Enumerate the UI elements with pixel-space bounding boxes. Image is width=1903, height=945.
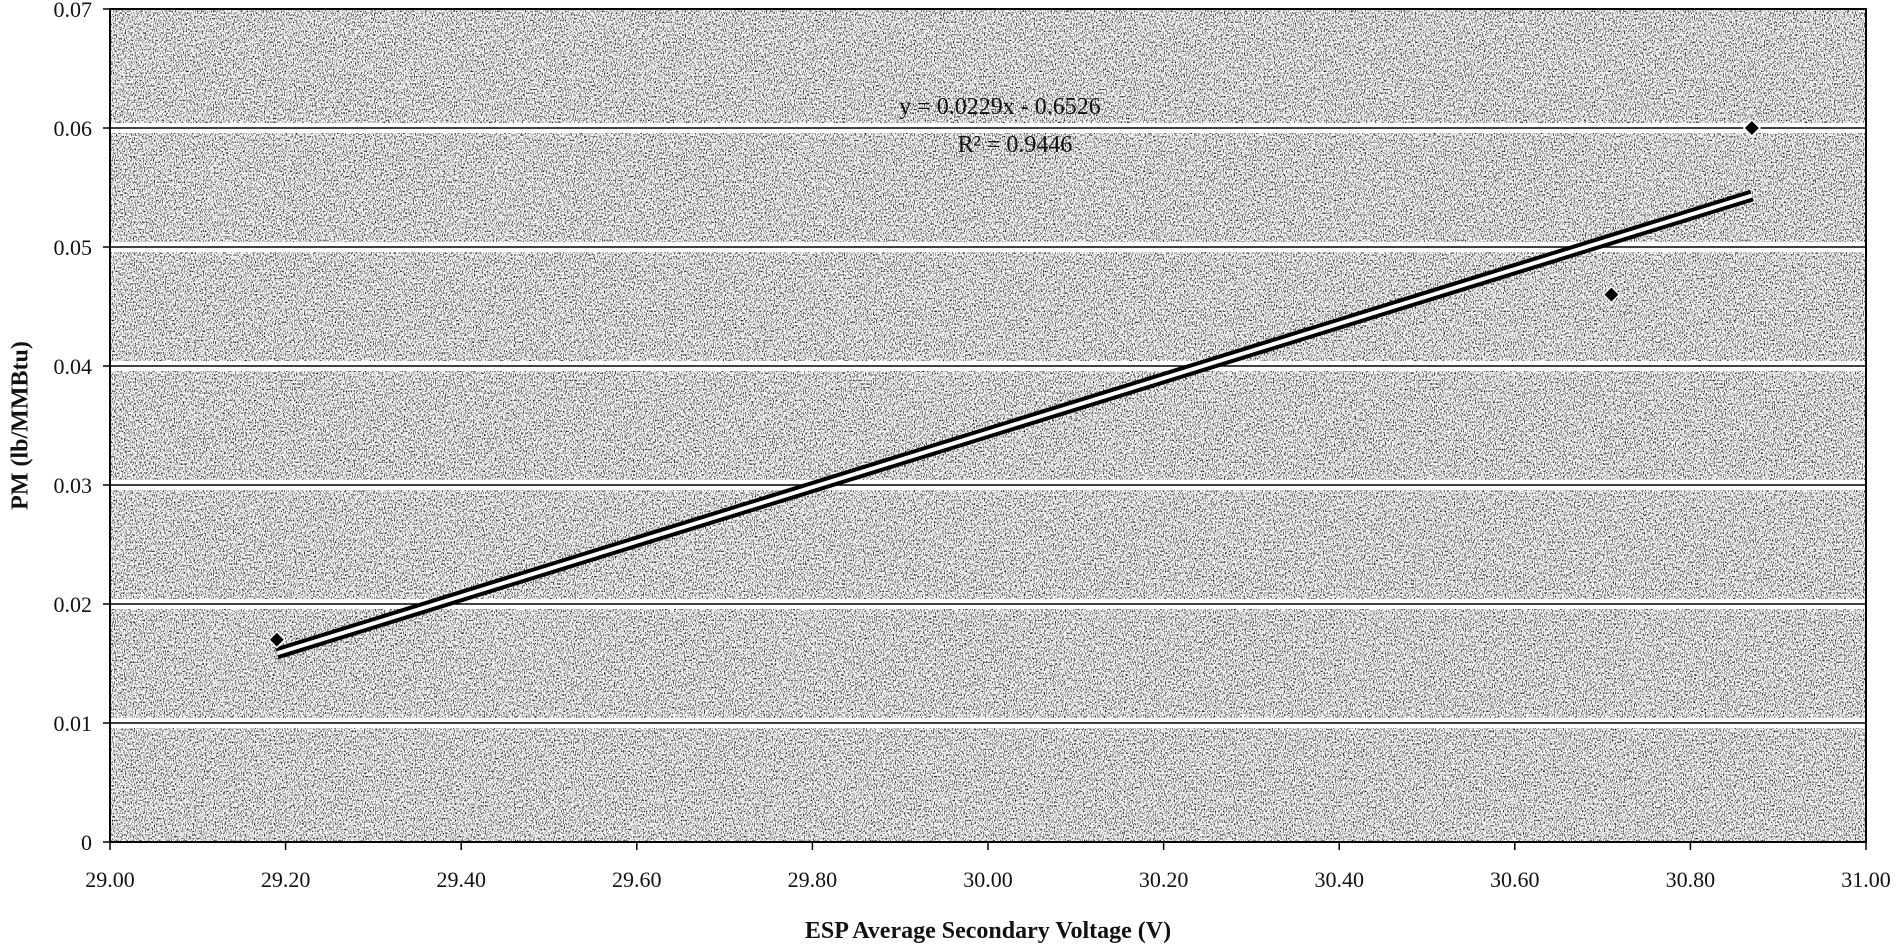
x-tick-label: 29.20 xyxy=(261,867,311,892)
x-tick-label: 29.00 xyxy=(85,867,135,892)
plot-area xyxy=(109,8,1867,843)
x-tick-label: 31.00 xyxy=(1841,867,1891,892)
y-axis-ticks: 0 0.01 0.02 0.03 0.04 0.05 0.06 0.07 xyxy=(54,0,110,855)
y-axis-title: PM (lb/MMBtu) xyxy=(8,341,34,510)
x-tick-label: 29.60 xyxy=(612,867,662,892)
data-point-diamond xyxy=(1602,285,1621,304)
y-tick-label: 0.02 xyxy=(54,592,93,617)
x-tick-label: 30.40 xyxy=(1314,867,1364,892)
y-tick-label: 0.06 xyxy=(54,116,93,141)
data-point-diamond xyxy=(267,630,286,649)
x-tick-label: 30.60 xyxy=(1490,867,1540,892)
x-tick-label: 30.00 xyxy=(963,867,1013,892)
x-axis-title: ESP Average Secondary Voltage (V) xyxy=(805,918,1171,944)
trendline-core xyxy=(276,193,1753,656)
r-squared-label: R² = 0.9446 xyxy=(958,132,1073,158)
trendline xyxy=(275,189,1754,660)
y-tick-label: 0.01 xyxy=(54,711,93,736)
y-tick-label: 0.04 xyxy=(54,354,93,379)
x-tick-label: 30.20 xyxy=(1139,867,1189,892)
x-tick-label: 29.40 xyxy=(436,867,486,892)
y-tick-label: 0.03 xyxy=(54,473,93,498)
data-points xyxy=(267,118,1761,649)
y-tick-label: 0 xyxy=(81,830,92,855)
plot-texture xyxy=(110,9,1866,842)
x-tick-label: 29.80 xyxy=(788,867,838,892)
data-point-diamond xyxy=(1742,118,1761,138)
y-tick-label: 0.05 xyxy=(54,235,93,260)
x-axis-ticks: 29.00 29.20 29.40 29.60 29.80 30.00 30.20 30.40… xyxy=(85,842,1891,892)
x-tick-label: 30.80 xyxy=(1666,867,1716,892)
y-tick-label: 0.07 xyxy=(54,0,93,22)
trendline-equation: y = 0.0229x - 0.6526 xyxy=(899,94,1101,120)
